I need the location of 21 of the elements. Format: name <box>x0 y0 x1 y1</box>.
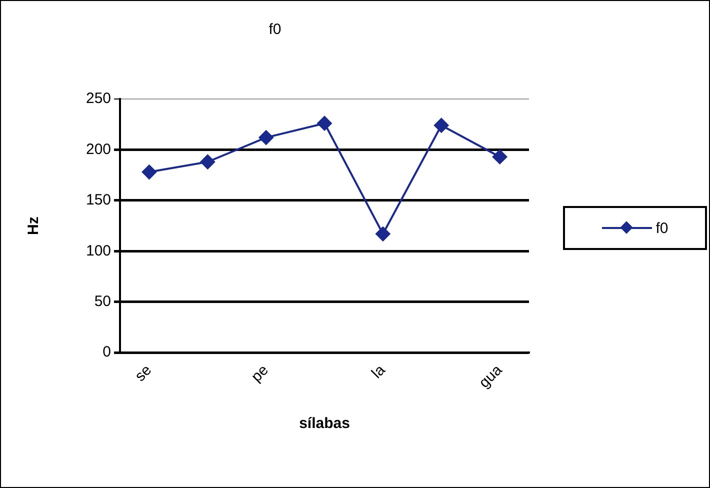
y-tick-label: 200 <box>86 140 112 158</box>
y-tick-label: 100 <box>86 242 112 260</box>
point <box>200 154 216 170</box>
y-axis-title: Hz <box>25 216 42 235</box>
point <box>375 226 390 242</box>
x-tick-label: gua <box>476 361 506 392</box>
point <box>434 118 449 133</box>
point <box>258 130 274 146</box>
x-tick-label: la <box>368 361 390 382</box>
y-tick-label: 250 <box>86 90 112 108</box>
legend-label: f0 <box>656 220 668 236</box>
y-tick-label: 50 <box>94 293 112 310</box>
point <box>317 116 332 131</box>
chart-title: f0 <box>268 21 282 38</box>
y-tick-label: 150 <box>86 192 112 209</box>
point <box>492 149 508 164</box>
y-tick-label: 0 <box>102 344 112 361</box>
x-axis-title: sílabas <box>299 415 350 432</box>
x-tick-label: pe <box>248 362 272 386</box>
x-tick-label: se <box>132 362 155 385</box>
point <box>142 164 157 180</box>
